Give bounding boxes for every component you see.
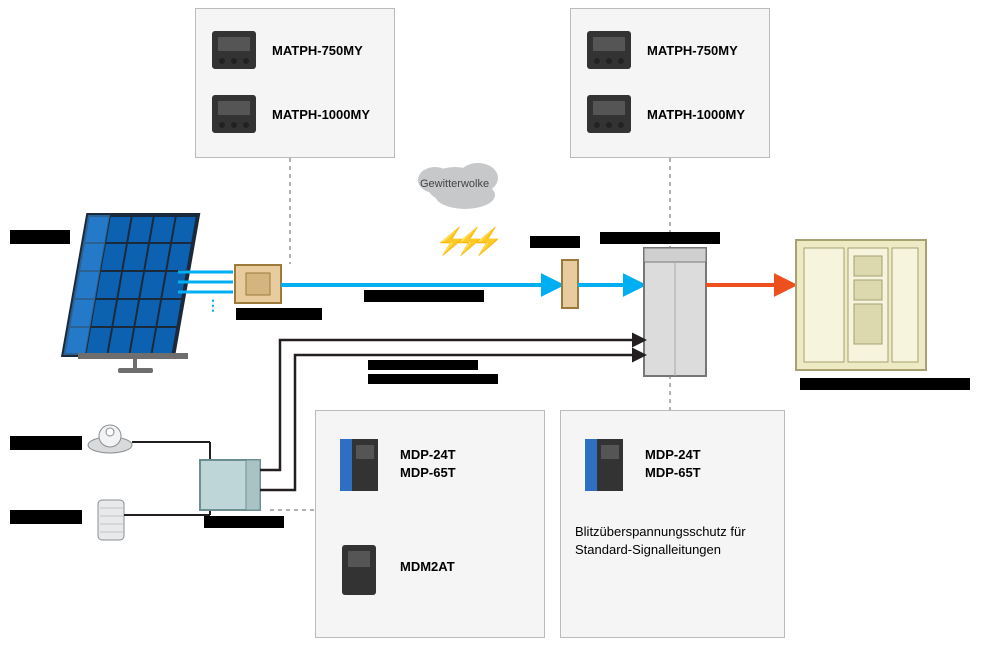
device-mdp-bl [334,435,384,495]
panel-top-left: MATPH-750MY MATPH-1000MY [195,8,395,158]
thermometer-label [10,510,82,524]
thermometer-shape [98,500,124,540]
svg-text:⚡: ⚡ [471,226,503,257]
device-matph-3 [583,27,635,73]
mdp65t-bl: MDP-65T [400,465,456,480]
device-matph-1 [208,27,260,73]
device-mdp-br [579,435,629,495]
panel-top-right: MATPH-750MY MATPH-1000MY [570,8,770,158]
diagram-stage: ⚡ ⚡ ⚡ [0,0,994,650]
matph-750-label-r: MATPH-750MY [647,43,738,58]
solar-label [10,230,70,244]
collector-label [530,236,580,248]
switchboard-shape [796,240,926,370]
measure-label [204,516,284,528]
panel-bottom-left: MDP-24T MDP-65T MDM2AT [315,410,545,638]
solar-panel-shape [63,215,198,373]
dc-wire-label [364,290,484,302]
matph-750-label: MATPH-750MY [272,43,363,58]
switchboard-label [800,378,970,390]
svg-text:⋮: ⋮ [206,297,220,313]
device-mdm2at [334,539,384,601]
pcs-label [600,232,720,244]
panel-bottom-right: MDP-24T MDP-65T Blitzüberspannungsschutz… [560,410,785,638]
actinometer-shape [88,425,132,453]
junction-label [236,308,322,320]
matph-1000-label: MATPH-1000MY [272,107,370,122]
pcs-shape [644,248,706,376]
cloud-label: Gewitterwolke [420,178,489,190]
mdp24t-bl: MDP-24T [400,447,456,462]
measuring-box-shape [200,460,260,510]
junction-box-shape [235,265,281,303]
mdp65t-br: MDP-65T [645,465,701,480]
matph-1000-label-r: MATPH-1000MY [647,107,745,122]
mdm2at-label: MDM2AT [400,559,455,574]
device-matph-4 [583,91,635,137]
actinometer-label [10,436,82,450]
mdp24t-br: MDP-24T [645,447,701,462]
signal-label2 [368,374,498,384]
note-br: Blitzüberspannungsschutz für Standard-Si… [575,523,774,558]
signal-label1 [368,360,478,370]
collector-box-shape [562,260,578,308]
device-matph-2 [208,91,260,137]
